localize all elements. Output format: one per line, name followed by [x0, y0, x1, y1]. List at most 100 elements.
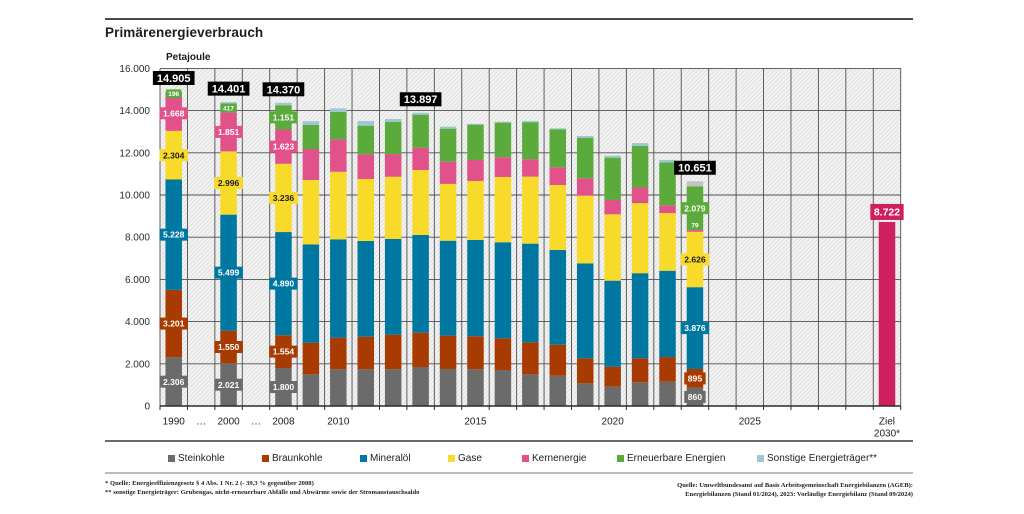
bar-segment-gase	[522, 176, 539, 244]
bar-segment-erneuerbare-energien	[494, 122, 512, 158]
total-value-label: 14.401	[207, 81, 250, 96]
x-tick-label: 2030*	[874, 429, 900, 440]
x-tick-label: 2020	[602, 417, 625, 428]
segment-value-label-box	[269, 345, 298, 358]
segment-value-label-text: 1.668	[163, 108, 185, 118]
segment-value-label: 1.623	[269, 140, 298, 153]
x-tick-label: 2025	[739, 417, 762, 428]
total-value-label-box	[207, 81, 250, 96]
legend-label: Erneuerbare Energien	[627, 452, 726, 464]
legend-swatch	[168, 454, 175, 462]
bar-segment-erneuerbare-energien	[549, 129, 567, 168]
bar-segment-gase	[330, 171, 347, 240]
bar-segment-steinkohle	[467, 369, 484, 406]
bar-segment-mineraloel	[576, 263, 594, 359]
segment-value-label: 2.626	[680, 253, 710, 266]
legend-label: Steinkohle	[178, 452, 225, 464]
bar-segment-braunkohle	[576, 358, 594, 384]
bar-segment-steinkohle	[439, 368, 457, 406]
segment-value-label-box	[680, 253, 710, 266]
total-value-label-text: 14.905	[157, 73, 191, 85]
x-tick-label: …	[196, 417, 206, 428]
source-line: Quelle: Umweltbundesamt auf Basis Arbeit…	[677, 482, 913, 489]
bar-segment-kernenergie	[330, 139, 347, 172]
bar-segment-steinkohle	[522, 374, 539, 406]
bar-segment-mineraloel	[330, 239, 347, 338]
y-tick-label: 4.000	[125, 317, 150, 328]
bar-segment-steinkohle	[384, 369, 402, 406]
bar-segment-gase	[302, 180, 320, 245]
target-value-label-text: 8.722	[874, 207, 900, 219]
y-tick-label: 0	[144, 402, 150, 413]
bar-segment-gase	[412, 169, 429, 236]
total-value-label-text: 13.897	[404, 94, 438, 106]
legend-item-kernenergie: Kernenergie	[522, 452, 586, 464]
footer-divider	[105, 472, 913, 474]
segment-value-label: 2.996	[214, 177, 243, 190]
bar-segment-erneuerbare-energien	[330, 111, 347, 140]
segment-value-label: 895	[684, 372, 706, 385]
segment-value-label-box	[269, 191, 298, 204]
legend-label: Kernenergie	[532, 452, 587, 464]
bar-segment-sonstige-energietraeger	[357, 121, 374, 126]
segment-value-label-box	[159, 317, 188, 330]
bar-segment-gase	[549, 184, 567, 250]
legend-swatch	[262, 454, 269, 462]
footnote-target: * Quelle: Energieeffizienzgesetz § 4 Abs…	[105, 480, 314, 487]
legend-item-gase: Gase	[448, 452, 482, 464]
segment-value-label-text: 2.306	[163, 377, 185, 387]
bar-segment-kernenergie	[631, 187, 649, 204]
bar-segment-kernenergie	[494, 157, 512, 177]
x-tick-label: 2015	[464, 417, 487, 428]
bar-segment-mineraloel	[357, 240, 374, 337]
bar-segment-kernenergie	[549, 167, 567, 185]
target-value-label: 8.722	[870, 203, 904, 220]
segment-value-label: 1.554	[269, 345, 298, 358]
y-axis-unit-label: Petajoule	[166, 52, 211, 63]
bar-segment-kernenergie	[302, 149, 320, 181]
segment-value-label-text: 895	[688, 374, 703, 384]
bar-segment-steinkohle	[576, 383, 594, 406]
bar-segment-mineraloel	[549, 249, 567, 345]
bar-segment-kernenergie	[604, 199, 621, 215]
bar-segment-kernenergie	[357, 154, 374, 179]
total-value-label-box	[674, 160, 716, 175]
bar-segment-mineraloel	[631, 273, 649, 359]
segment-value-label-text: 1.554	[273, 347, 295, 357]
segment-value-label-text: 3.201	[163, 319, 185, 329]
bar-segment-braunkohle	[659, 357, 676, 382]
segment-value-label-text: 3.876	[684, 323, 706, 333]
legend-label: Braunkohle	[272, 452, 323, 464]
bar-segment-erneuerbare-energien	[302, 124, 320, 150]
bar-segment-kernenergie	[522, 159, 539, 177]
bar-segment-braunkohle	[549, 344, 567, 376]
y-tick-label: 16.000	[119, 64, 150, 75]
bar-segment-erneuerbare-energien	[631, 145, 649, 188]
bar-segment-erneuerbare-energien	[522, 122, 539, 160]
segment-value-label: 3.236	[269, 191, 298, 204]
total-value-label-box	[399, 92, 442, 107]
total-value-label: 14.370	[262, 82, 305, 97]
bar-segment-braunkohle	[631, 358, 649, 383]
bar-segment-mineraloel	[412, 235, 429, 333]
total-value-label: 14.905	[152, 71, 195, 86]
bar-segment-braunkohle	[439, 335, 457, 369]
segment-value-label: 2.021	[214, 378, 243, 391]
segment-value-label-text: 2.996	[218, 178, 240, 188]
bar-segment-sonstige-energietraeger	[549, 128, 567, 130]
segment-value-label: 3.876	[680, 322, 710, 335]
legend-swatch	[757, 454, 764, 462]
bar-segment-erneuerbare-energien	[384, 121, 402, 155]
total-value-label: 13.897	[399, 92, 442, 107]
top-divider	[105, 18, 913, 20]
bar-segment-mineraloel	[659, 270, 676, 358]
segment-value-label-box	[159, 228, 188, 241]
segment-value-label-text: 2.021	[218, 380, 240, 390]
bar-segment-kernenergie	[576, 178, 594, 196]
y-tick-label: 14.000	[119, 106, 150, 117]
segment-value-label-text: 1.800	[273, 382, 295, 392]
segment-value-label-text: 2.079	[684, 203, 706, 213]
segment-value-label: 2.306	[159, 375, 188, 388]
segment-value-label-text: 1.623	[273, 142, 295, 152]
